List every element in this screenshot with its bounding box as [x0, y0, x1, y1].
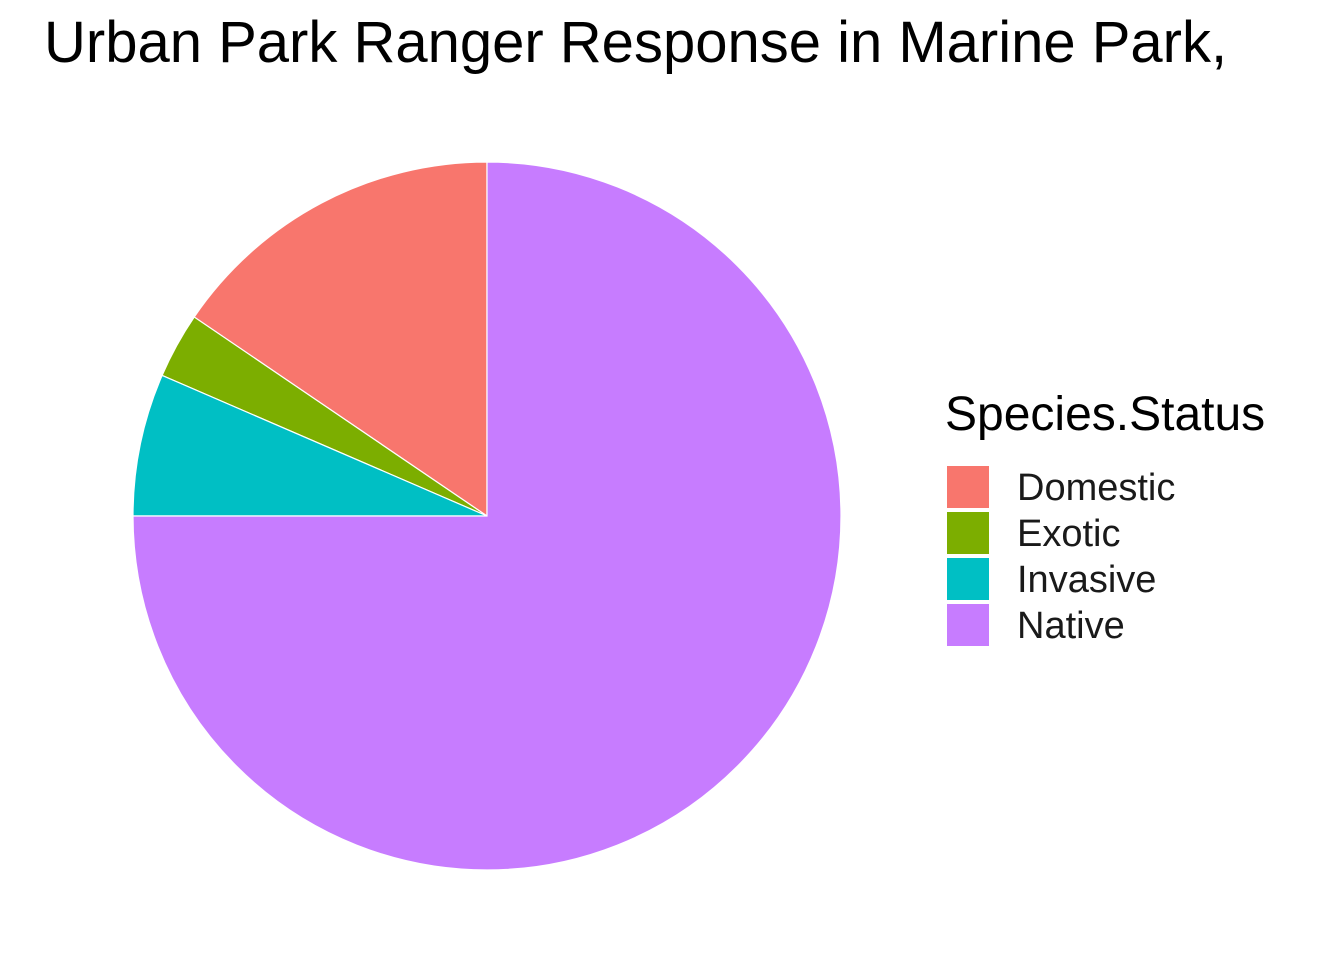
legend-label-native: Native: [1017, 605, 1125, 647]
chart-title: Urban Park Ranger Response in Marine Par…: [44, 10, 1227, 75]
legend-key-exotic: [947, 512, 989, 554]
pie-slices: [132, 161, 842, 871]
legend-label-domestic: Domestic: [1017, 467, 1175, 509]
pie-slice-invasive: [132, 374, 488, 517]
pie-slice-domestic: [193, 161, 488, 518]
pie-slice-native: [132, 161, 842, 871]
legend-title: Species.Status: [945, 388, 1265, 441]
legend-label-exotic: Exotic: [1017, 513, 1120, 555]
legend-key-domestic: [947, 466, 989, 508]
legend-key-native: [947, 604, 989, 646]
legend-key-invasive: [947, 558, 989, 600]
legend-label-invasive: Invasive: [1017, 559, 1156, 601]
